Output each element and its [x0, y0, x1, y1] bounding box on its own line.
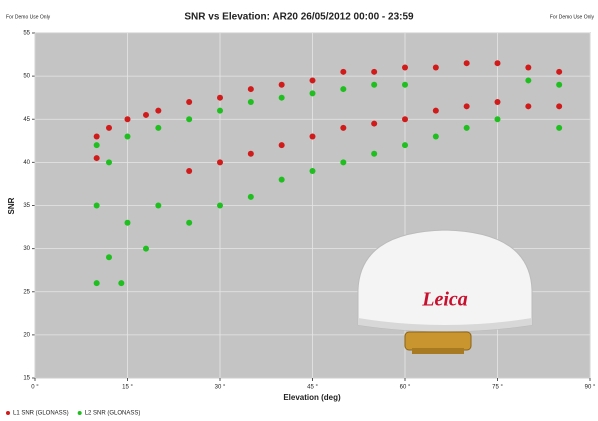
point — [93, 142, 100, 149]
point — [217, 202, 223, 209]
point — [217, 159, 223, 166]
point — [247, 99, 254, 105]
point — [402, 81, 408, 88]
y-tick-label: 40 — [23, 160, 30, 166]
point — [402, 116, 408, 123]
point — [93, 202, 100, 209]
x-axis-label: Elevation (deg) — [283, 393, 341, 402]
x-tick-label: 75 ° — [492, 385, 503, 391]
point — [186, 116, 193, 123]
point — [371, 81, 378, 88]
point — [309, 77, 316, 84]
point — [402, 64, 408, 71]
point — [217, 94, 223, 101]
point — [93, 133, 100, 140]
point — [106, 159, 112, 166]
legend-label: L2 SNR (GLONASS) — [85, 411, 141, 417]
point — [556, 68, 563, 75]
point — [143, 245, 149, 252]
point — [124, 219, 131, 226]
point — [340, 68, 347, 75]
legend-marker — [6, 411, 10, 415]
point — [525, 77, 532, 84]
point — [247, 86, 254, 93]
point — [118, 280, 125, 287]
point — [309, 168, 316, 174]
y-tick-label: 20 — [23, 332, 30, 338]
point — [155, 124, 162, 131]
x-tick-label: 90 ° — [585, 385, 596, 391]
point — [247, 193, 254, 200]
y-tick-label: 55 — [23, 31, 30, 37]
point — [278, 142, 285, 149]
chart-title: SNR vs Elevation: AR20 26/05/2012 00:00 … — [184, 12, 414, 23]
point — [402, 142, 408, 149]
point — [143, 111, 149, 118]
point — [186, 99, 193, 105]
point — [93, 280, 100, 287]
point — [432, 133, 439, 140]
y-tick-label: 15 — [23, 376, 30, 382]
point — [371, 68, 378, 75]
point — [432, 64, 439, 71]
y-tick-label: 30 — [23, 246, 30, 252]
point — [463, 60, 470, 67]
y-tick-label: 35 — [23, 203, 30, 209]
point — [432, 107, 439, 114]
legend-marker — [77, 411, 82, 415]
point — [371, 150, 378, 157]
x-tick-label: 15 ° — [122, 385, 133, 391]
corner-note: For Demo Use Only — [6, 14, 51, 20]
point — [494, 99, 501, 105]
point — [525, 103, 532, 110]
point — [309, 90, 316, 97]
point — [106, 254, 112, 261]
x-tick-label: 0 ° — [31, 385, 39, 391]
point — [247, 150, 254, 157]
y-tick-label: 45 — [23, 117, 30, 123]
point — [463, 124, 470, 131]
y-tick-label: 25 — [23, 289, 30, 295]
point — [186, 219, 193, 226]
point — [106, 124, 112, 131]
x-tick-label: 60 ° — [400, 385, 411, 391]
point — [155, 107, 162, 114]
point — [93, 155, 100, 162]
point — [278, 94, 285, 101]
y-tick-label: 50 — [23, 74, 30, 80]
point — [124, 116, 131, 123]
x-tick-label: 45 ° — [307, 385, 318, 391]
point — [556, 103, 563, 110]
point — [124, 133, 131, 140]
antenna-logo: Leica — [421, 289, 468, 311]
point — [494, 60, 501, 67]
point — [186, 168, 193, 174]
point — [556, 124, 563, 131]
point — [340, 86, 347, 93]
point — [556, 81, 563, 88]
point — [309, 133, 316, 140]
corner-note: For Demo Use Only — [550, 14, 595, 20]
point — [340, 159, 347, 166]
point — [525, 64, 532, 71]
point — [155, 202, 162, 209]
point — [494, 116, 501, 123]
point — [463, 103, 470, 110]
point — [217, 107, 223, 114]
point — [340, 124, 347, 131]
antenna-image: Leica — [357, 229, 533, 354]
point — [278, 81, 285, 88]
y-axis-label: SNR — [7, 197, 16, 214]
x-tick-label: 30 ° — [215, 385, 226, 391]
legend-label: L1 SNR (GLONASS) — [13, 411, 69, 417]
point — [278, 176, 285, 183]
point — [371, 120, 378, 127]
